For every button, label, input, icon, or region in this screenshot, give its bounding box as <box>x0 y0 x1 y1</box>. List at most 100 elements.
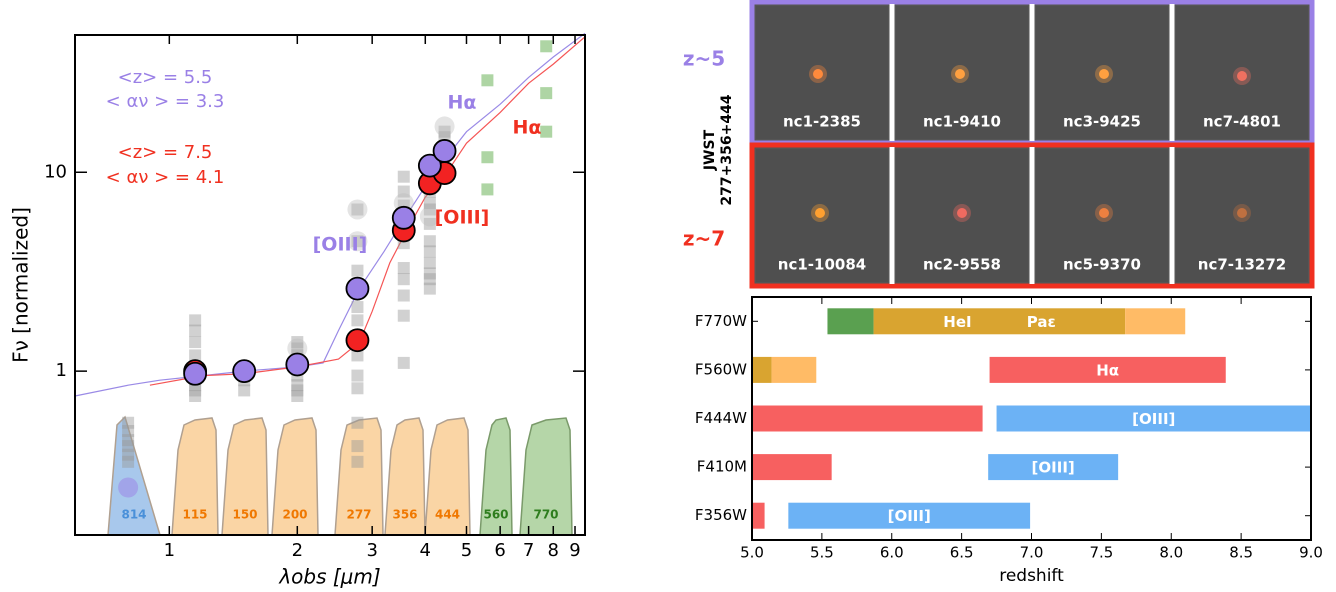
source <box>813 69 823 79</box>
bar-label: HeI <box>943 313 971 331</box>
filter-label: 356 <box>392 508 417 522</box>
x-tick-label: 7.5 <box>1089 544 1113 562</box>
data-point <box>189 384 202 397</box>
data-point <box>347 199 368 220</box>
data-point <box>397 170 410 183</box>
bar-label: [OIII] <box>1132 410 1175 428</box>
data-point <box>481 183 494 196</box>
data-point <box>423 273 436 286</box>
data-point <box>417 153 442 178</box>
data-point <box>423 197 436 210</box>
range-bar <box>1125 308 1186 335</box>
data-point <box>122 448 135 461</box>
data-point <box>540 125 553 138</box>
data-point <box>397 262 410 275</box>
source <box>1237 208 1247 218</box>
filter-curve <box>221 417 269 536</box>
data-point <box>351 235 364 248</box>
data-point <box>397 273 410 286</box>
cutout-label: nc1-2385 <box>783 113 861 131</box>
model-spectrum <box>149 36 586 386</box>
cutout-label: nc1-9410 <box>923 113 1001 131</box>
data-point <box>345 328 370 353</box>
data-point <box>122 434 135 447</box>
data-point <box>291 384 304 397</box>
range-bar <box>752 502 765 529</box>
range-bar <box>752 356 772 383</box>
source <box>1099 69 1109 79</box>
data-point <box>122 425 135 438</box>
data-point <box>423 267 436 280</box>
annotation: <z> = 5.5 <box>118 67 213 88</box>
y-tick-label: F444W <box>695 409 747 427</box>
row-label: z~5 <box>683 47 725 71</box>
x-tick-label: 5.5 <box>810 544 834 562</box>
filter-label: 115 <box>182 508 207 522</box>
bar-label: [OIII] <box>1032 459 1075 477</box>
data-point <box>397 356 410 369</box>
x-tick-label: 8 <box>548 540 559 561</box>
data-point <box>122 455 135 468</box>
x-tick-label: 5 <box>461 540 472 561</box>
x-axis-label: λobs [μm] <box>278 565 380 589</box>
data-point <box>397 289 410 302</box>
data-point <box>189 349 202 362</box>
x-tick-label: 7 <box>523 540 534 561</box>
data-point <box>351 440 364 453</box>
x-tick-label: 6.0 <box>880 544 904 562</box>
data-point <box>287 338 308 359</box>
range-bar <box>827 308 874 335</box>
x-tick-label: 8.5 <box>1229 544 1253 562</box>
data-point <box>423 256 436 269</box>
x-tick-label: 9.0 <box>1299 544 1323 562</box>
data-point <box>122 440 135 453</box>
x-tick-label: 8.0 <box>1159 544 1183 562</box>
annotation: < αν > = 4.1 <box>106 167 225 188</box>
data-point <box>351 203 364 216</box>
x-tick-label: 3 <box>366 540 377 561</box>
x-tick-label: 6 <box>494 540 505 561</box>
data-point <box>351 314 364 327</box>
y-tick-label: F770W <box>695 312 747 330</box>
x-tick-label: 4 <box>420 540 431 561</box>
data-point <box>351 369 364 382</box>
filter-combo-label: 277+356+444 <box>719 94 735 205</box>
annotation: Hα <box>513 117 542 139</box>
filter-curve <box>271 417 319 536</box>
data-point <box>232 359 257 384</box>
annotation: <z> = 7.5 <box>118 142 213 163</box>
y-tick-label: 10 <box>44 161 67 182</box>
data-point <box>291 379 304 392</box>
data-point <box>351 455 364 468</box>
filter-curve <box>519 417 573 536</box>
range-bar <box>752 454 832 481</box>
filter-label: 150 <box>232 508 257 522</box>
data-point <box>423 235 436 248</box>
data-point <box>189 324 202 337</box>
data-point <box>189 389 202 402</box>
data-point <box>397 185 410 198</box>
annotation: [OIII] <box>313 234 368 256</box>
data-point <box>347 231 368 252</box>
data-point <box>397 309 410 322</box>
y-tick-label: F410M <box>697 458 747 476</box>
source <box>1237 71 1247 81</box>
filter-curve <box>171 417 219 536</box>
data-point <box>481 74 494 87</box>
range-bar <box>752 405 983 432</box>
x-tick-label: 7.0 <box>1020 544 1044 562</box>
cutout-label: nc7-4801 <box>1203 113 1281 131</box>
data-point <box>423 217 436 230</box>
data-point <box>432 139 457 163</box>
filter-label: 560 <box>483 508 508 522</box>
y-tick-label: 1 <box>56 360 67 381</box>
annotation: Hα <box>448 92 477 114</box>
filter-label: 200 <box>282 508 307 522</box>
range-bar <box>996 405 1311 432</box>
range-bar <box>989 356 1226 383</box>
filter-label: 277 <box>346 508 371 522</box>
data-point <box>351 416 364 429</box>
filter-curve <box>479 417 513 536</box>
